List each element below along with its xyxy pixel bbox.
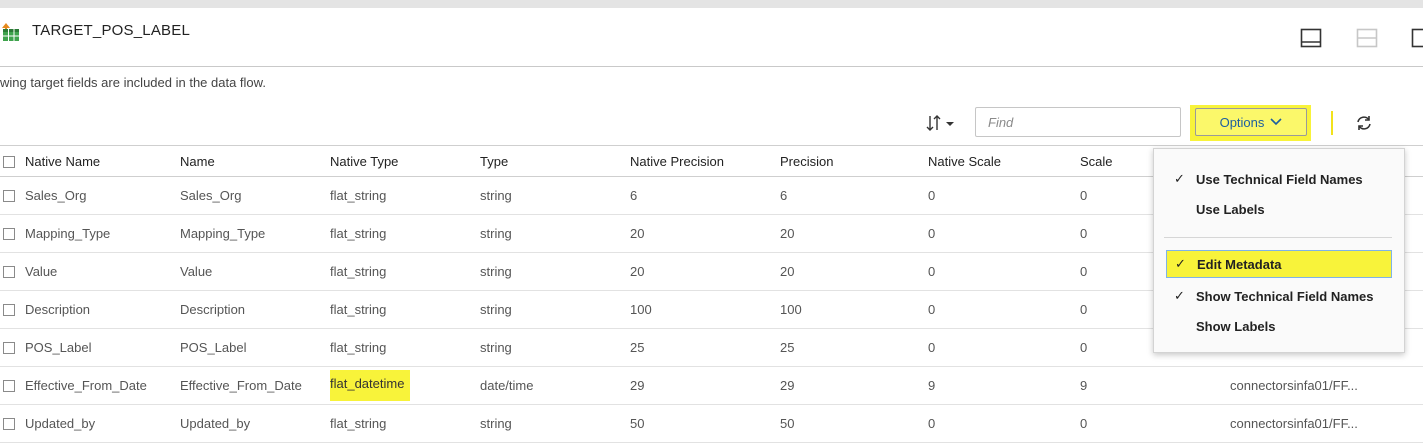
cell-native-name: Updated_by xyxy=(0,405,180,443)
row-checkbox[interactable] xyxy=(3,304,15,316)
cell-name: Mapping_Type xyxy=(180,215,330,253)
chevron-down-icon xyxy=(1270,118,1282,126)
cell-native-type: flat_string xyxy=(330,291,480,329)
cell-name: Description xyxy=(180,291,330,329)
cell-name: Updated_by xyxy=(180,405,330,443)
cell-scale: 9 xyxy=(1080,367,1230,405)
cell-name: POS_Label xyxy=(180,329,330,367)
cell-type: date/time xyxy=(480,367,630,405)
cell-native-type: flat_string xyxy=(330,215,480,253)
cell-native-scale: 0 xyxy=(928,253,1080,291)
row-checkbox[interactable] xyxy=(3,418,15,430)
cell-native-type: flat_string xyxy=(330,405,480,443)
column-header-name[interactable]: Name xyxy=(180,146,330,177)
cell-native-scale: 9 xyxy=(928,367,1080,405)
cell-type: string xyxy=(480,329,630,367)
cell-native-type: flat_string xyxy=(330,177,480,215)
layout-split-panel-icon[interactable] xyxy=(1356,28,1378,48)
cell-native-precision: 20 xyxy=(630,253,780,291)
cell-precision: 20 xyxy=(780,215,928,253)
sort-icon[interactable] xyxy=(925,111,961,135)
cell-type: string xyxy=(480,253,630,291)
cell-precision: 20 xyxy=(780,253,928,291)
cell-precision: 50 xyxy=(780,405,928,443)
cell-native-name: Description xyxy=(0,291,180,329)
page-title: TARGET_POS_LABEL xyxy=(32,22,190,39)
cell-native-scale: 0 xyxy=(928,215,1080,253)
cell-native-precision: 6 xyxy=(630,177,780,215)
cell-native-name: POS_Label xyxy=(0,329,180,367)
options-label: Options xyxy=(1220,115,1265,130)
column-header-precision[interactable]: Precision xyxy=(780,146,928,177)
options-menu: ✓ Use Technical Field Names Use Labels ✓… xyxy=(1153,148,1405,353)
cell-native-name: Sales_Org xyxy=(0,177,180,215)
cell-native-precision: 50 xyxy=(630,405,780,443)
cell-source: connectorsinfa01/FF... xyxy=(1230,405,1423,443)
find-input[interactable] xyxy=(975,107,1181,137)
cell-native-precision: 20 xyxy=(630,215,780,253)
menu-separator xyxy=(1164,237,1392,238)
cell-native-precision: 29 xyxy=(630,367,780,405)
cell-native-type: flat_string xyxy=(330,329,480,367)
row-checkbox[interactable] xyxy=(3,266,15,278)
cell-native-precision: 100 xyxy=(630,291,780,329)
menu-item-use-labels[interactable]: Use Labels xyxy=(1154,196,1265,222)
row-checkbox[interactable] xyxy=(3,190,15,202)
column-header-native-type[interactable]: Native Type xyxy=(330,146,480,177)
menu-item-use-technical-field-names[interactable]: ✓ Use Technical Field Names xyxy=(1154,166,1363,192)
cell-type: string xyxy=(480,215,630,253)
window-top-strip xyxy=(0,0,1423,8)
cell-type: string xyxy=(480,291,630,329)
cell-native-precision: 25 xyxy=(630,329,780,367)
layout-full-panel-icon[interactable] xyxy=(1411,28,1423,48)
cell-native-name: Value xyxy=(0,253,180,291)
refresh-icon[interactable] xyxy=(1353,112,1375,134)
cell-scale: 0 xyxy=(1080,405,1230,443)
cell-native-name: Mapping_Type xyxy=(0,215,180,253)
cell-precision: 100 xyxy=(780,291,928,329)
cell-precision: 29 xyxy=(780,367,928,405)
row-checkbox[interactable] xyxy=(3,380,15,392)
description-text: wing target fields are included in the d… xyxy=(0,75,266,90)
row-checkbox[interactable] xyxy=(3,342,15,354)
cell-native-type: flat_datetime xyxy=(330,367,480,405)
check-icon: ✓ xyxy=(1174,171,1188,187)
select-all-checkbox[interactable] xyxy=(3,156,15,168)
cell-name: Effective_From_Date xyxy=(180,367,330,405)
toolbar-divider xyxy=(1331,111,1333,135)
panel-header: TARGET_POS_LABEL xyxy=(0,8,1423,67)
cell-native-name: Effective_From_Date xyxy=(0,367,180,405)
layout-single-panel-icon[interactable] xyxy=(1300,28,1322,48)
check-icon: ✓ xyxy=(1175,256,1189,272)
cell-native-scale: 0 xyxy=(928,291,1080,329)
cell-type: string xyxy=(480,177,630,215)
cell-type: string xyxy=(480,405,630,443)
cell-precision: 25 xyxy=(780,329,928,367)
cell-native-scale: 0 xyxy=(928,329,1080,367)
table-row[interactable]: Updated_by Updated_by flat_string string… xyxy=(0,405,1423,443)
cell-native-scale: 0 xyxy=(928,405,1080,443)
check-icon: ✓ xyxy=(1174,288,1188,304)
highlighted-native-type: flat_datetime xyxy=(330,370,410,401)
row-checkbox[interactable] xyxy=(3,228,15,240)
menu-item-edit-metadata[interactable]: ✓ Edit Metadata xyxy=(1166,250,1392,278)
column-header-type[interactable]: Type xyxy=(480,146,630,177)
options-button[interactable]: Options xyxy=(1195,108,1307,136)
column-header-native-precision[interactable]: Native Precision xyxy=(630,146,780,177)
cell-name: Sales_Org xyxy=(180,177,330,215)
table-target-icon xyxy=(0,22,22,42)
table-row[interactable]: Effective_From_Date Effective_From_Date … xyxy=(0,367,1423,405)
cell-native-scale: 0 xyxy=(928,177,1080,215)
menu-item-show-labels[interactable]: Show Labels xyxy=(1154,313,1275,339)
menu-item-show-technical-field-names[interactable]: ✓ Show Technical Field Names xyxy=(1154,283,1373,309)
cell-native-type: flat_string xyxy=(330,253,480,291)
cell-precision: 6 xyxy=(780,177,928,215)
column-header-native-scale[interactable]: Native Scale xyxy=(928,146,1080,177)
column-header-native-name[interactable]: Native Name xyxy=(0,146,180,177)
cell-name: Value xyxy=(180,253,330,291)
field-toolbar: Options xyxy=(0,105,1423,141)
cell-source: connectorsinfa01/FF... xyxy=(1230,367,1423,405)
